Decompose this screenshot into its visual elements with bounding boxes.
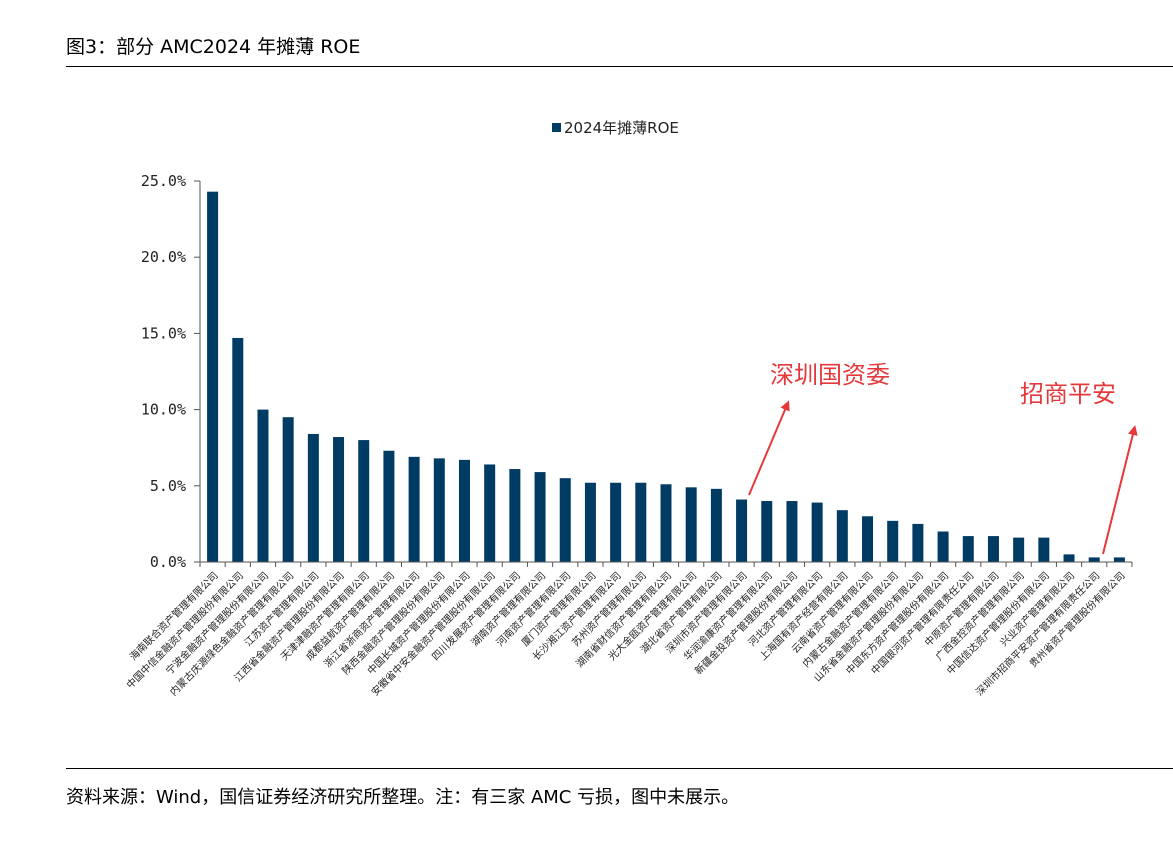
bar bbox=[559, 478, 571, 562]
bar bbox=[509, 469, 521, 562]
y-tick-label: 15.0% bbox=[141, 324, 186, 342]
bar bbox=[987, 536, 999, 562]
bar bbox=[937, 531, 949, 562]
y-axis: 0.0% 5.0% 10.0% 15.0% 20.0% 25.0% bbox=[141, 172, 200, 571]
bar bbox=[257, 409, 269, 562]
bar bbox=[307, 433, 319, 562]
bar bbox=[962, 536, 974, 562]
bar bbox=[1063, 554, 1075, 562]
source-note: 资料来源：Wind，国信证券经济研究所整理。注：有三家 AMC 亏损，图中未展示… bbox=[66, 787, 740, 808]
bottom-divider bbox=[66, 768, 1173, 769]
annotation-label: 招商平安 bbox=[1020, 380, 1116, 408]
y-tick-label: 25.0% bbox=[141, 172, 186, 190]
bar bbox=[232, 337, 244, 562]
bar bbox=[761, 501, 773, 562]
annotation-label: 深圳国资委 bbox=[770, 361, 890, 389]
bar bbox=[1038, 537, 1050, 562]
bar bbox=[912, 523, 924, 562]
bar bbox=[458, 459, 470, 562]
x-axis: 海南联合资产管理有限公司中国中信金融资产管理股份有限公司宁波金融资产管理股份有限… bbox=[124, 569, 1128, 698]
bar bbox=[710, 488, 722, 562]
bar bbox=[610, 482, 622, 562]
bar bbox=[207, 191, 219, 562]
bar bbox=[358, 440, 370, 562]
roe-bar-chart: 2024年摊薄ROE 0.0%5.0%10.0%15.0%20.0%25.0% … bbox=[124, 119, 1138, 698]
bar bbox=[1088, 557, 1100, 562]
bar bbox=[333, 437, 345, 562]
bar bbox=[811, 502, 823, 562]
bar bbox=[862, 516, 874, 562]
bar bbox=[660, 484, 672, 562]
bar bbox=[1113, 557, 1125, 562]
bar bbox=[584, 482, 596, 562]
y-tick-label: 5.0% bbox=[150, 477, 186, 495]
bar bbox=[534, 472, 546, 562]
bar-series bbox=[207, 191, 1125, 562]
bar bbox=[433, 458, 445, 562]
y-tick-label: 0.0% bbox=[150, 553, 186, 571]
y-tick-label: 20.0% bbox=[141, 248, 186, 266]
bar bbox=[383, 450, 395, 562]
figure-title: 图3：部分 AMC2024 年摊薄 ROE bbox=[66, 36, 361, 58]
legend-label: 2024年摊薄ROE bbox=[564, 119, 679, 137]
annotation-arrow bbox=[1102, 425, 1138, 555]
bar bbox=[786, 501, 798, 562]
annotation-arrow bbox=[748, 400, 790, 496]
axes bbox=[199, 181, 1133, 567]
legend: 2024年摊薄ROE bbox=[552, 119, 679, 137]
bar bbox=[836, 510, 848, 562]
bar bbox=[736, 499, 748, 562]
bar bbox=[282, 417, 294, 562]
bar bbox=[408, 456, 420, 562]
bar bbox=[887, 520, 899, 562]
top-divider bbox=[66, 66, 1173, 67]
bar bbox=[1013, 537, 1025, 562]
y-tick-label: 10.0% bbox=[141, 401, 186, 419]
bar bbox=[635, 482, 647, 562]
bar bbox=[685, 487, 697, 562]
bar bbox=[484, 464, 496, 562]
legend-swatch bbox=[552, 123, 561, 132]
